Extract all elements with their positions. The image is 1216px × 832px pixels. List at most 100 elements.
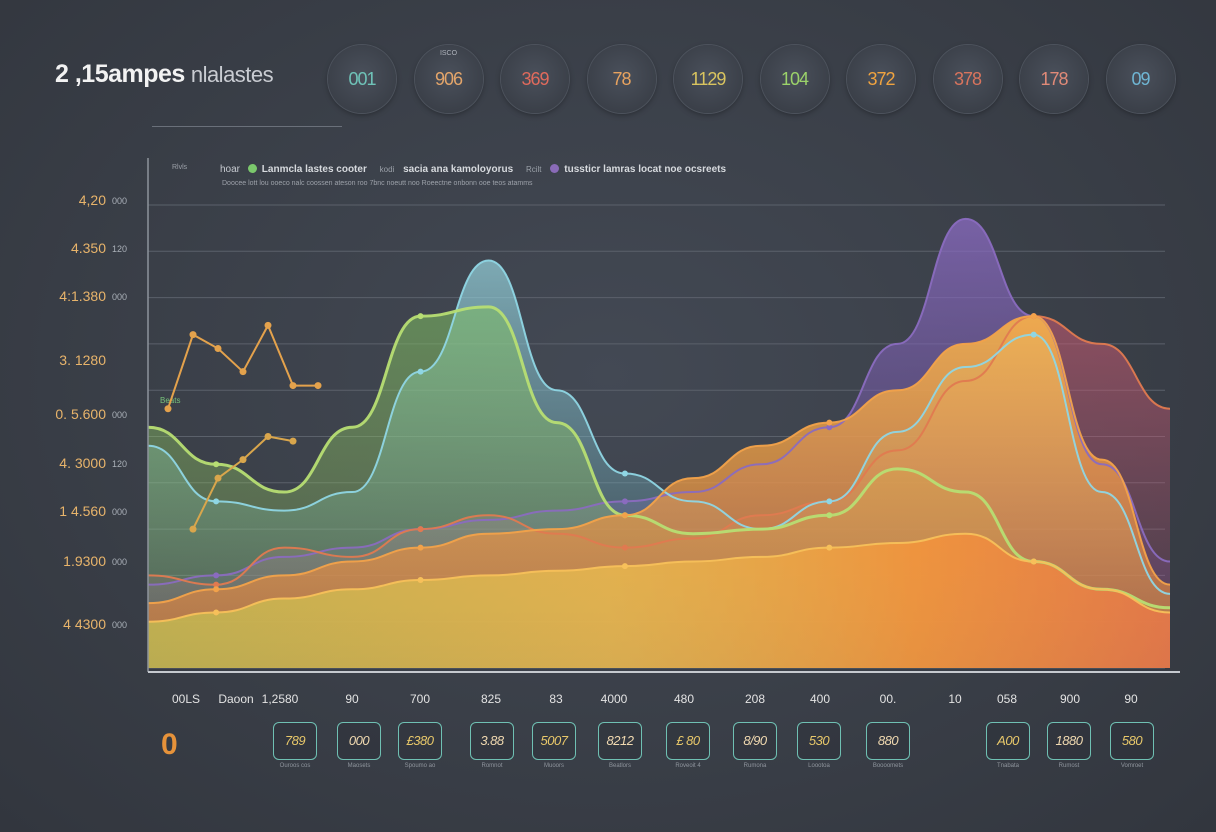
kpi-bubble: ISCO 906	[414, 45, 483, 113]
x-tick-label: 4000	[600, 692, 628, 706]
y-tick-secondary: 000	[112, 557, 128, 567]
series-magenta-point	[621, 544, 628, 551]
kpi-bubble: 372	[847, 45, 915, 113]
kpi-value: 178	[1040, 69, 1068, 89]
kpi-caption: ISCO	[439, 50, 458, 57]
y-tick-label: 4 4300	[63, 616, 106, 632]
baseline-band	[148, 533, 1170, 668]
kpi-bubble: 104	[760, 45, 829, 113]
y-tick-secondary: 120	[112, 459, 128, 469]
kpi-value: 378	[953, 69, 982, 89]
kpi-value: 906	[434, 69, 463, 89]
series-green-point	[213, 461, 220, 468]
series-orange-point	[213, 586, 220, 593]
y-tick-secondary: 000	[112, 620, 128, 630]
stat-card: 8/90 Rumona	[733, 722, 777, 769]
stat-card: 5007 Muoors	[532, 722, 576, 769]
stat-card: A00 Tnabata	[986, 722, 1030, 769]
x-tick-label: 058	[996, 692, 1018, 706]
stat-card: £380 Spoumo ao	[398, 722, 442, 769]
x-tick-label: 90	[345, 692, 359, 706]
series-purple-point	[826, 424, 833, 431]
x-tick-label: 90	[1124, 692, 1138, 706]
stat-card-value: 580	[1121, 733, 1143, 748]
series-magenta-line	[147, 315, 1171, 586]
kpi-value: 369	[521, 69, 549, 89]
legend-entry-3: tussticr lamras locat noe ocsreets	[564, 164, 727, 175]
marker-series-1-point	[264, 321, 272, 329]
series-magenta-point	[213, 581, 220, 588]
stat-card-caption: Roveoit 4	[675, 763, 701, 769]
zero-label: 0	[161, 728, 178, 761]
kpi-bubble: 369	[501, 45, 569, 113]
stat-card: 3.88 Romnot	[470, 722, 514, 769]
stat-card-caption: Spoumo ao	[404, 763, 436, 769]
x-tick-label: 83	[549, 692, 563, 706]
marker-series-2-point	[264, 433, 272, 440]
marker-series-1-point	[214, 345, 222, 353]
x-tick-label: 900	[1059, 692, 1081, 706]
series-base-line	[147, 532, 1171, 623]
stat-card-value: 530	[808, 733, 830, 748]
y-tick-label: 4,20	[78, 192, 106, 208]
stat-card: 789 Ouroos cos	[273, 722, 317, 769]
y-tick-secondary: 000	[112, 507, 128, 517]
title-underline	[152, 126, 342, 127]
legend-subtitle: Doocee lott lou ooeco nalc coossen ateso…	[222, 180, 533, 187]
series-base-point	[1030, 558, 1037, 565]
kpi-value: 78	[612, 69, 631, 89]
legend-entry-2: sacia ana kamoloyorus	[403, 164, 514, 175]
kpi-bubble: 178	[1020, 45, 1088, 113]
legend-swatch-1	[247, 164, 257, 173]
y-tick-secondary: 000	[112, 196, 128, 206]
series-base-point	[213, 609, 220, 616]
stat-card-value: 000	[348, 733, 370, 748]
x-tick-label: 700	[409, 692, 431, 706]
stat-card: 580 Vomroet	[1110, 722, 1154, 769]
y-tick-label: 1.9300	[63, 553, 106, 569]
stat-card-value: A00	[997, 733, 1019, 748]
y-tick-label: 4:1.380	[59, 288, 106, 304]
series-teal-point	[1030, 331, 1037, 338]
legend-unit-b: Rcilt	[525, 165, 542, 174]
marker-series-2-point	[239, 456, 247, 464]
kpi-bubble: 378	[933, 45, 1002, 113]
series-orange-point	[417, 544, 424, 551]
x-tick-label: Daoon	[218, 692, 254, 706]
stat-card-value: 789	[284, 733, 306, 748]
series-teal-point	[621, 470, 628, 477]
chart-legend: hoar Lanmcla lastes cooter kodi sacia an…	[220, 164, 736, 175]
title-sub: nlalastes	[190, 62, 274, 87]
x-tick-label: 00.	[879, 692, 897, 706]
stat-card: £ 80 Roveoit 4	[666, 722, 710, 769]
kpi-bubble: 09	[1106, 45, 1175, 113]
stat-card-value: 8212	[606, 733, 634, 748]
marker-series-1-line	[167, 323, 318, 410]
y-tick-label: 4.350	[70, 240, 106, 256]
series-green-point	[417, 313, 424, 320]
x-tick-label: 1,2580	[261, 692, 299, 706]
stat-card: 1880 Rumost	[1047, 722, 1091, 769]
stat-card-caption: Loootoa	[808, 763, 830, 769]
marker-series-2-point	[189, 525, 197, 533]
marker-series-1-point	[189, 331, 197, 339]
x-tick-label: 480	[673, 692, 695, 706]
marker-series-2-point	[214, 474, 222, 482]
marker-series-1-point	[314, 382, 322, 390]
kpi-bubble: 78	[587, 45, 656, 113]
stat-card-caption: Boooomets	[872, 763, 904, 769]
y-tick-label: 0. 5.600	[55, 406, 106, 422]
series-teal-point	[213, 498, 220, 505]
stat-card: 530 Loootoa	[797, 722, 841, 769]
stat-card-caption: Beatlors	[608, 763, 631, 769]
y-axis-caption: Rlvls	[172, 164, 188, 171]
y-tick-label: 4. 3000	[59, 455, 106, 471]
stat-card-caption: Ouroos cos	[279, 763, 311, 769]
legend-swatch-3	[550, 164, 560, 173]
stat-card-caption: Rumona	[743, 763, 767, 769]
kpi-value: 1129	[690, 69, 727, 89]
kpi-bubble: 001	[328, 45, 396, 113]
series-purple-point	[213, 572, 220, 579]
